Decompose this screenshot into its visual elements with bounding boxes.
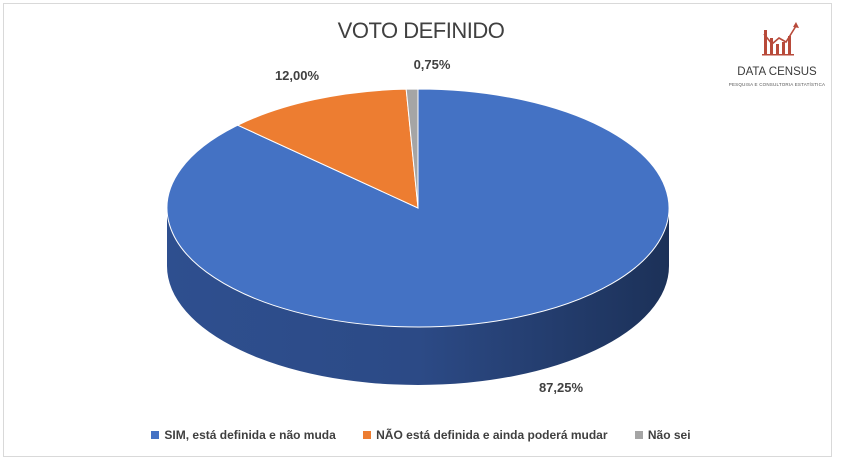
logo-name: DATA CENSUS [737,66,817,78]
legend-item-nao-sei: Não sei [634,428,691,442]
legend-label-nao: NÃO está definida e ainda poderá mudar [376,428,608,442]
data-census-logo: DATA CENSUS PESQUISA E CONSULTORIA ESTAT… [722,16,832,96]
data-label-nao-sei: 0,75% [414,57,451,72]
legend-label-sim: SIM, está definida e não muda [164,428,336,442]
legend-label-nao-sei: Não sei [647,428,691,442]
legend-swatch-nao-sei [634,431,643,439]
chart-legend: SIM, está definida e não muda NÃO está d… [0,428,842,442]
legend-swatch-nao [363,431,372,439]
legend-item-nao: NÃO está definida e ainda poderá mudar [363,428,608,442]
logo-tagline: PESQUISA E CONSULTORIA ESTATÍSTICA [728,82,826,87]
data-label-nao: 12,00% [275,68,320,83]
pie-slice-sim-side [167,208,669,385]
legend-item-sim: SIM, está definida e não muda [151,428,336,442]
chart-title: VOTO DEFINIDO [337,18,505,43]
pie-slice-nao-sei [405,88,419,209]
logo-chart-icon [762,22,799,56]
data-label-sim: 87,25% [539,380,584,395]
pie-slice-nao [236,88,419,209]
legend-swatch-sim [151,431,160,439]
